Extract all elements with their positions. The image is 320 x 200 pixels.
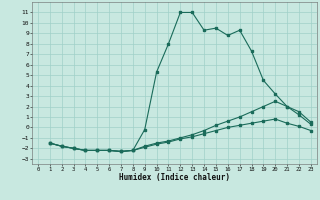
X-axis label: Humidex (Indice chaleur): Humidex (Indice chaleur) [119, 173, 230, 182]
